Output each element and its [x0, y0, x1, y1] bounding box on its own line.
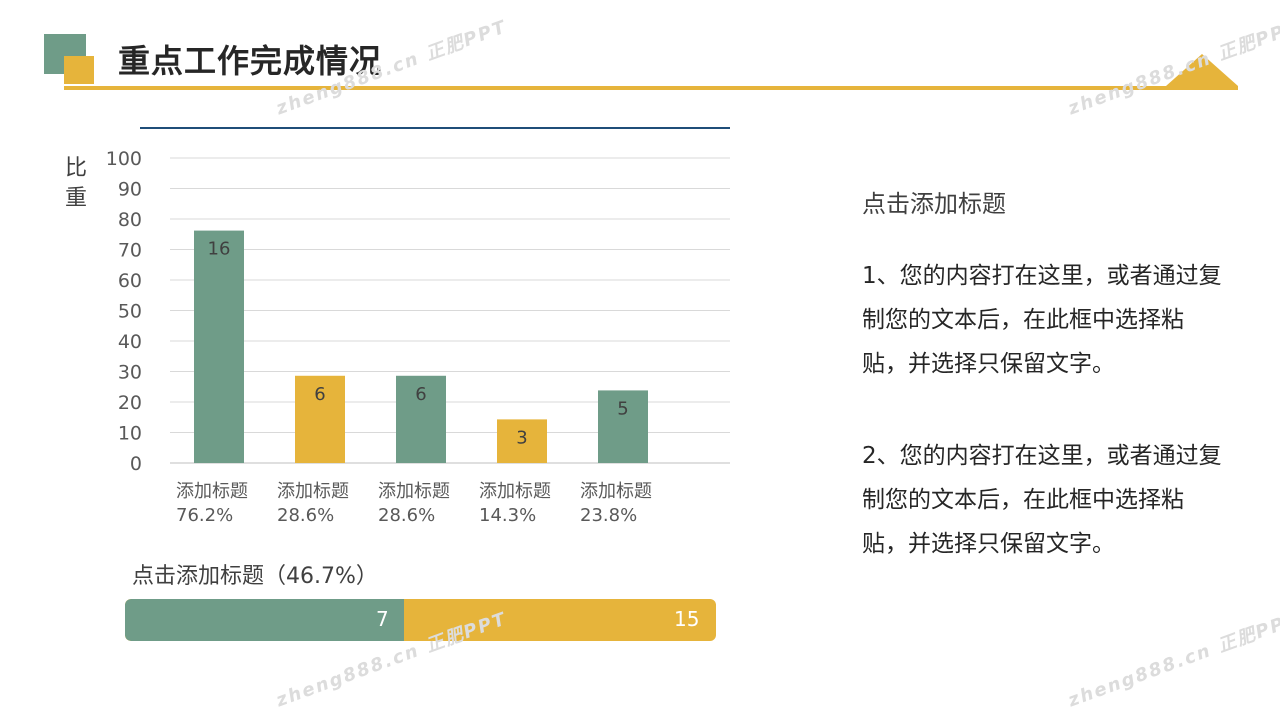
bar [396, 375, 446, 463]
category-percent: 28.6% [277, 505, 335, 526]
data-label: 5 [617, 398, 628, 419]
watermark: zheng888.cn 正肥PPT [1065, 16, 1280, 120]
y-axis-label: 比重 [62, 154, 90, 214]
side-heading: 点击添加标题 [862, 190, 1006, 218]
page-title: 重点工作完成情况 [118, 42, 383, 80]
data-labels: 16 6 6 3 5 [208, 239, 629, 449]
category-name: 添加标题 [176, 481, 248, 502]
chart-top-line [140, 127, 730, 129]
y-axis-label-text: 比重 [64, 156, 87, 211]
header-rule [64, 86, 1238, 90]
progress-title: 点击添加标题（46.7%） [132, 564, 378, 589]
category-name: 添加标题 [479, 481, 551, 502]
data-label: 16 [208, 239, 231, 260]
y-tick-label: 100 [106, 148, 142, 170]
logo-yellow-square [64, 56, 94, 84]
y-tick-label: 90 [118, 179, 142, 201]
category-percent: 76.2% [176, 505, 234, 526]
data-label: 6 [314, 384, 325, 405]
category-percent: 23.8% [580, 505, 638, 526]
y-tick-label: 30 [118, 362, 142, 384]
category-name: 添加标题 [378, 481, 450, 502]
gridlines [170, 157, 730, 464]
progress-fill [125, 599, 404, 641]
side-paragraph-2: 2、您的内容打在这里，或者通过复制您的文本后，在此框中选择粘贴，并选择只保留文字… [862, 443, 1222, 557]
y-tick-label: 0 [130, 453, 142, 475]
y-tick-label: 60 [118, 270, 142, 292]
y-tick-label: 80 [118, 209, 142, 231]
y-tick-label: 10 [118, 423, 142, 445]
y-tick-label: 70 [118, 240, 142, 262]
category-percent: 14.3% [479, 505, 537, 526]
y-tick-label: 20 [118, 392, 142, 414]
category-label: 添加标题 28.6% [277, 480, 349, 528]
bar [598, 390, 648, 463]
progress-track [125, 599, 716, 641]
category-label: 添加标题 14.3% [479, 480, 551, 528]
category-name: 添加标题 [580, 481, 652, 502]
bar [295, 375, 345, 463]
data-label: 3 [516, 427, 527, 448]
category-name: 添加标题 [277, 481, 349, 502]
category-label: 添加标题 23.8% [580, 480, 652, 528]
data-label: 6 [415, 384, 426, 405]
watermark: zheng888.cn 正肥PPT [1065, 608, 1280, 712]
header-triangle [1166, 54, 1238, 86]
y-tick-labels: 0 10 20 30 40 50 60 70 80 90 100 [106, 148, 142, 475]
y-tick-label: 50 [118, 301, 142, 323]
side-paragraph-1: 1、您的内容打在这里，或者通过复制您的文本后，在此框中选择粘贴，并选择只保留文字… [862, 263, 1222, 377]
bar-chart: 0 10 20 30 40 50 60 70 80 90 100 16 6 6 3 5 [106, 148, 730, 475]
progress-value-a: 7 [376, 607, 389, 631]
bar [497, 419, 547, 463]
bars [194, 230, 648, 463]
category-label: 添加标题 76.2% [176, 480, 248, 528]
category-percent: 28.6% [378, 505, 436, 526]
y-tick-label: 40 [118, 331, 142, 353]
category-label: 添加标题 28.6% [378, 480, 450, 528]
progress-value-b: 15 [674, 607, 700, 631]
bar [194, 230, 244, 463]
